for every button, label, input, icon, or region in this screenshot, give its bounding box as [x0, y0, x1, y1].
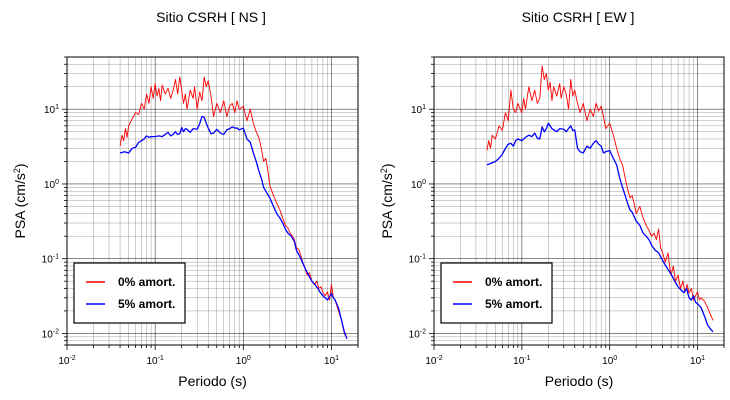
y-tick-label: 101: [44, 104, 59, 116]
y-tick-label: 10-1: [409, 254, 426, 266]
legend-box: [73, 262, 186, 324]
legend-box: [440, 262, 553, 324]
x-tick-label: 101: [690, 355, 705, 367]
x-axis-label: Periodo (s): [178, 373, 246, 389]
y-tick-label: 10-2: [42, 328, 59, 340]
y-tick-label: 100: [411, 179, 426, 191]
grid: [66, 56, 359, 346]
y-tick-label: 101: [411, 104, 426, 116]
x-tick-label: 10-2: [58, 355, 75, 367]
legend: 0% amort. 5% amort.: [73, 262, 186, 324]
x-tick-label: 10-2: [425, 355, 442, 367]
series-line-amort-5: [486, 122, 714, 333]
series-line-amort-0: [486, 65, 714, 321]
x-tick-label: 10-1: [513, 355, 530, 367]
y-axis-label: PSA (cm/s2): [12, 163, 28, 238]
series-line-amort-5: [119, 115, 348, 339]
y-axis-label: PSA (cm/s2): [379, 163, 395, 238]
plot-frame: [66, 56, 359, 346]
y-tick-label: 10-1: [42, 254, 59, 266]
chart-panel-2: Sitio CSRH [ EW ] 10-2 10-1 100 101 10-2 10-1 1…: [379, 9, 725, 389]
x-tick-label: 101: [324, 355, 339, 367]
x-tick-label: 10-1: [146, 355, 163, 367]
legend-label: 0% amort.: [118, 275, 175, 289]
legend-label: 5% amort.: [485, 297, 542, 311]
x-axis-label: Periodo (s): [545, 373, 613, 389]
series-line-amort-0: [119, 76, 348, 339]
legend-label: 5% amort.: [118, 297, 175, 311]
legend: 0% amort. 5% amort.: [440, 262, 553, 324]
chart-title: Sitio CSRH [ EW ]: [522, 9, 635, 25]
y-tick-label: 100: [44, 179, 59, 191]
legend-label: 0% amort.: [485, 275, 542, 289]
x-tick-label: 100: [602, 355, 617, 367]
chart-panel-1: Sitio CSRH [ NS ] 10-2 10-1 100 101 10-2 10-1 1…: [12, 9, 359, 389]
chart-title: Sitio CSRH [ NS ]: [156, 9, 266, 25]
x-tick-label: 100: [236, 355, 251, 367]
y-tick-label: 10-2: [409, 328, 426, 340]
plot-frame: [433, 56, 725, 346]
